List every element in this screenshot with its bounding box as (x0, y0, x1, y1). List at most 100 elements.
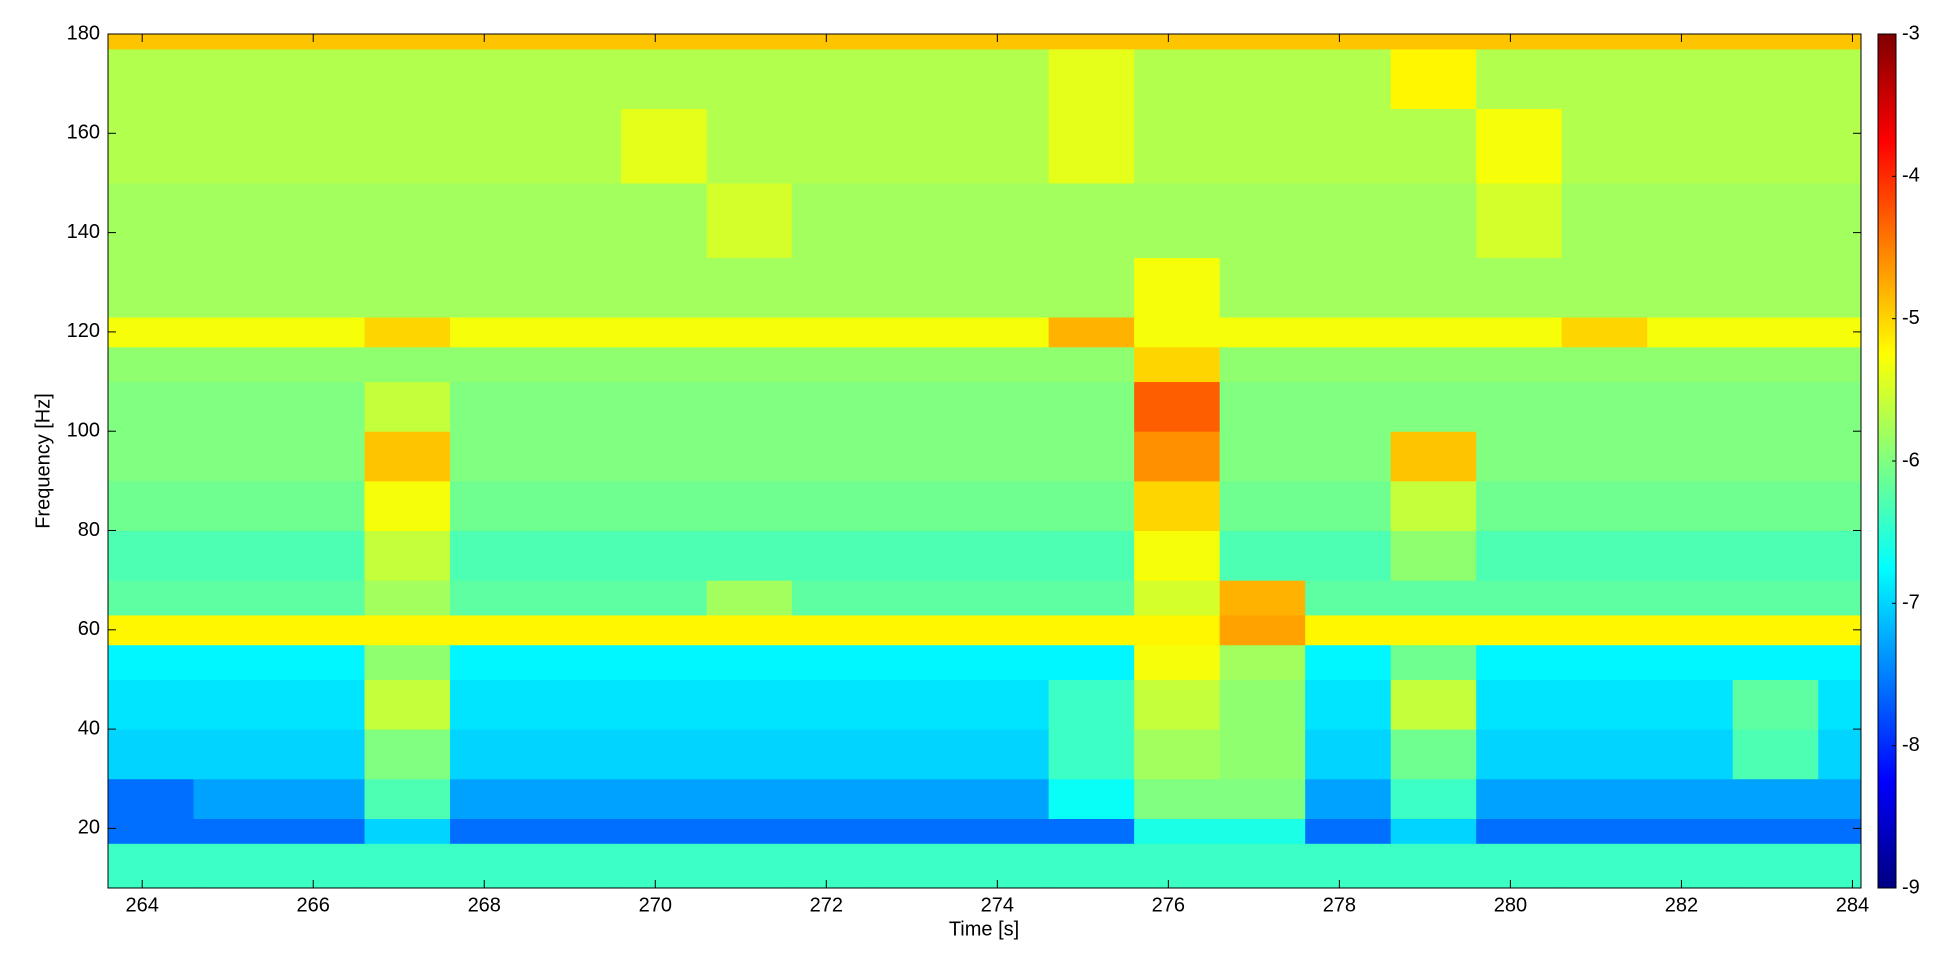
cell (621, 34, 708, 50)
cell (1561, 317, 1648, 348)
cell (1647, 346, 1734, 383)
cell (621, 530, 708, 581)
cell (1219, 346, 1306, 383)
cell (706, 108, 793, 184)
cell (963, 34, 1050, 50)
cell (193, 614, 280, 646)
cell (1818, 778, 1861, 819)
cell (792, 182, 879, 258)
cell (193, 48, 280, 109)
cell (1647, 108, 1734, 184)
cell (1134, 346, 1221, 383)
cell (1048, 818, 1135, 844)
cell (1048, 346, 1135, 383)
cell (1305, 644, 1392, 680)
colorbar-tick-label: -6 (1902, 449, 1920, 471)
cell (108, 729, 195, 780)
x-tick-label: 264 (126, 894, 159, 916)
cell (1134, 580, 1221, 616)
cell (1818, 843, 1861, 888)
cell (963, 48, 1050, 109)
cell (1476, 34, 1563, 50)
y-tick-label: 60 (78, 618, 100, 640)
cell (450, 317, 537, 348)
cell (279, 843, 366, 888)
cell (1219, 843, 1306, 888)
cell (792, 644, 879, 680)
cell (1647, 644, 1734, 680)
cell (1048, 614, 1135, 646)
cell (621, 644, 708, 680)
cell (1305, 381, 1392, 432)
cell (535, 48, 622, 109)
cell (1732, 679, 1819, 730)
colorbar-tick-label: -3 (1902, 22, 1920, 44)
cell (706, 729, 793, 780)
cell (1818, 34, 1861, 50)
cell (1818, 257, 1861, 318)
cell (877, 48, 964, 109)
cell (963, 381, 1050, 432)
cell (792, 257, 879, 318)
cell (535, 480, 622, 532)
colorbar-tick-label: -8 (1902, 734, 1920, 756)
cell (1390, 614, 1477, 646)
cell (877, 644, 964, 680)
cell (1134, 530, 1221, 581)
cell (364, 257, 451, 318)
cell (963, 431, 1050, 482)
cell (706, 381, 793, 432)
cell (1647, 182, 1734, 258)
cell (621, 580, 708, 616)
cell (1476, 48, 1563, 109)
cell (1732, 729, 1819, 780)
cell (1134, 679, 1221, 730)
cell (535, 778, 622, 819)
cell (792, 431, 879, 482)
cell (108, 679, 195, 730)
cell (364, 644, 451, 680)
cell (193, 346, 280, 383)
cell (706, 182, 793, 258)
cell (1561, 580, 1648, 616)
cell (279, 346, 366, 383)
cell (1390, 108, 1477, 184)
cell (1561, 818, 1648, 844)
cell (1219, 778, 1306, 819)
cell (364, 431, 451, 482)
cell (792, 580, 879, 616)
cell (108, 530, 195, 581)
cell (1647, 48, 1734, 109)
cell (706, 530, 793, 581)
cell (1390, 346, 1477, 383)
cell (108, 843, 195, 888)
cell (792, 317, 879, 348)
cell (108, 431, 195, 482)
cell (279, 182, 366, 258)
cell (193, 317, 280, 348)
cell (108, 48, 195, 109)
cell (1305, 48, 1392, 109)
cell (1305, 317, 1392, 348)
cell (1134, 778, 1221, 819)
cell (1647, 729, 1734, 780)
cell (535, 431, 622, 482)
cell (1561, 48, 1648, 109)
cell (1476, 644, 1563, 680)
cell (1134, 644, 1221, 680)
cell (364, 317, 451, 348)
cell (963, 843, 1050, 888)
cell (1476, 818, 1563, 844)
cell (1305, 346, 1392, 383)
cell (1818, 818, 1861, 844)
cell (1476, 679, 1563, 730)
y-axis-label: Frequency [Hz] (32, 393, 54, 529)
y-tick-label: 40 (78, 717, 100, 739)
cell (193, 182, 280, 258)
cell (450, 431, 537, 482)
cell (1048, 431, 1135, 482)
cell (792, 778, 879, 819)
cell (450, 614, 537, 646)
cell (1305, 614, 1392, 646)
cell (792, 729, 879, 780)
